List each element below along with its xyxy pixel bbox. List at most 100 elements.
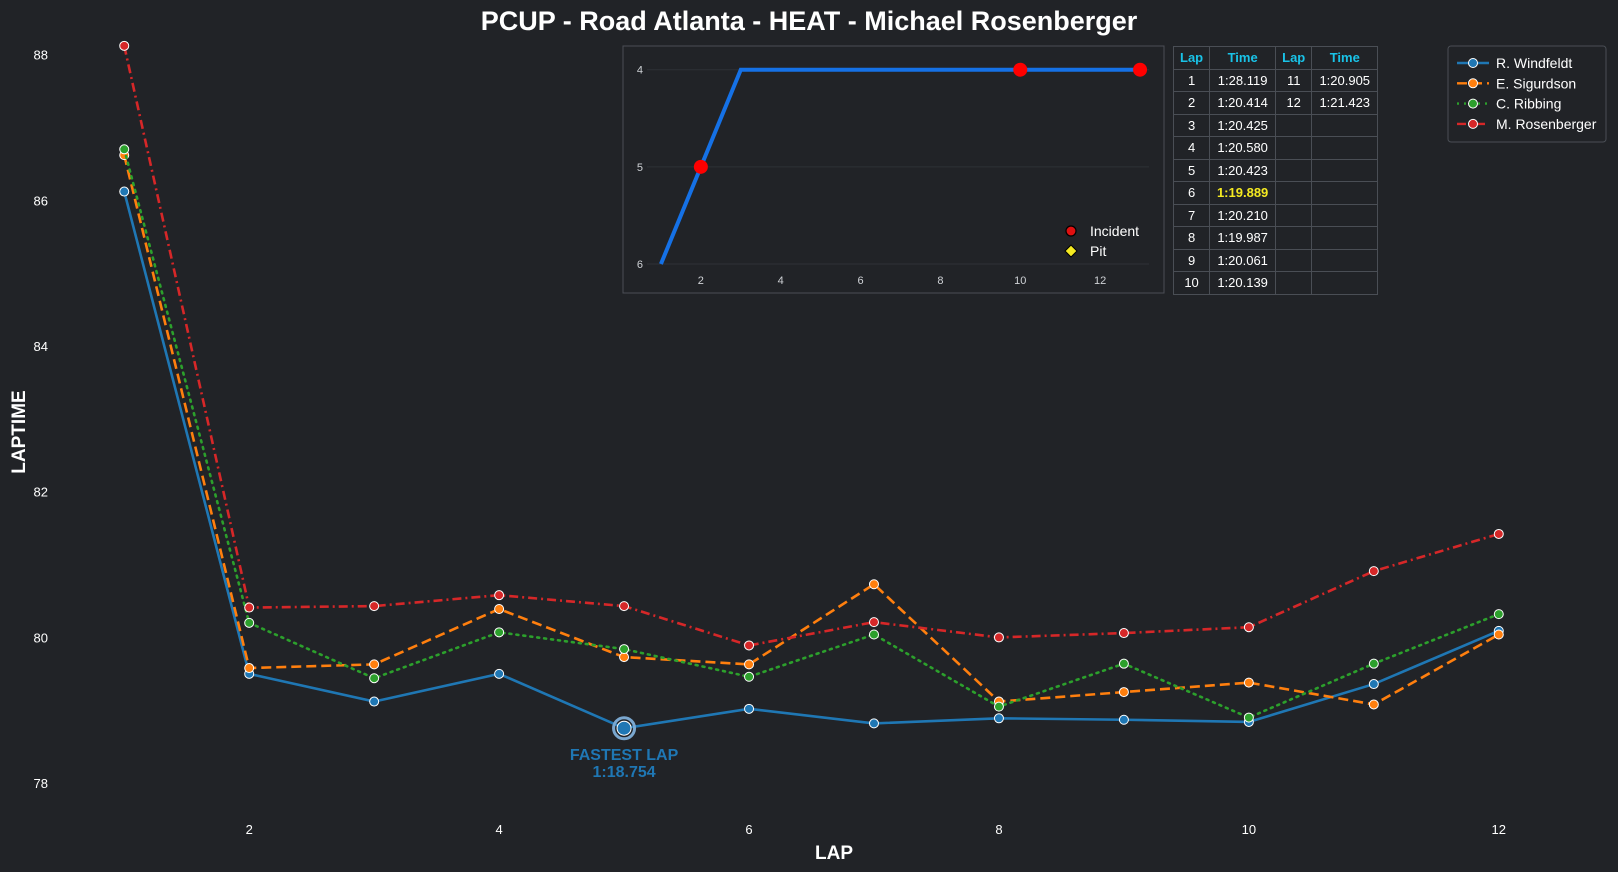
data-point [1118, 628, 1129, 639]
data-point [244, 617, 255, 628]
data-point [369, 601, 380, 612]
data-point [744, 671, 755, 682]
pit-legend-label: Pit [1090, 243, 1106, 259]
series-line-1 [122, 154, 1500, 706]
table-cell: 6 [1172, 181, 1211, 205]
inset-x-tick-label: 4 [778, 275, 784, 287]
table-cell [1275, 271, 1313, 295]
x-tick-label: 6 [745, 822, 752, 837]
data-point [744, 640, 755, 651]
y-tick-label: 80 [34, 630, 48, 645]
data-point [868, 579, 879, 590]
table-cell [1275, 158, 1313, 182]
data-point [494, 627, 505, 638]
incident-legend-label: Incident [1090, 223, 1139, 239]
data-point [1118, 714, 1129, 725]
table-cell: 1:20.139 [1209, 271, 1277, 295]
incident-marker [1013, 62, 1028, 77]
table-cell: 1:20.905 [1311, 68, 1379, 92]
fastest-lap-label: FASTEST LAP [570, 747, 679, 764]
data-point [1493, 528, 1504, 539]
table-cell: 1:20.414 [1209, 91, 1277, 115]
table-header-time: Time [1209, 46, 1277, 70]
incident-marker [1133, 62, 1148, 77]
inset-x-tick-label: 10 [1014, 275, 1026, 287]
table-cell: 2 [1172, 91, 1211, 115]
data-point [119, 40, 130, 51]
table-cell [1311, 113, 1379, 137]
table-row: 9 1:20.061 [1172, 248, 1379, 272]
table-cell: 1:19.889 [1209, 181, 1277, 205]
data-point [369, 659, 380, 670]
data-point [369, 673, 380, 684]
table-cell: 1:28.119 [1209, 68, 1277, 92]
data-point [1368, 658, 1379, 669]
table-header-lap: Lap [1275, 46, 1313, 70]
legend: R. Windfeldt E. Sigurdson C. Ribbing M. Ros… [1447, 45, 1607, 143]
legend-label: R. Windfeldt [1496, 55, 1572, 71]
legend-label: M. Rosenberger [1496, 116, 1597, 132]
inset-y-tick-label: 4 [637, 65, 643, 77]
table-header-lap: Lap [1172, 46, 1211, 70]
data-point [369, 696, 380, 707]
table-row: 1 1:28.119 11 1:20.905 [1172, 68, 1379, 92]
series-line-2 [122, 147, 1501, 719]
legend-marker [1468, 78, 1478, 89]
data-point [494, 668, 505, 679]
table-cell: 8 [1172, 226, 1211, 250]
table-cell: 1:20.425 [1209, 113, 1277, 137]
table-row: 7 1:20.210 [1172, 203, 1379, 227]
table-cell: 4 [1172, 136, 1211, 160]
table-row: 4 1:20.580 [1172, 136, 1379, 160]
data-point [619, 644, 630, 655]
table-cell: 7 [1172, 203, 1211, 227]
x-tick-label: 12 [1492, 822, 1506, 837]
data-point [494, 590, 505, 601]
table-cell [1275, 113, 1313, 137]
table-cell [1275, 226, 1313, 250]
data-point [993, 632, 1004, 643]
table-cell: 5 [1172, 158, 1211, 182]
data-point [1368, 679, 1379, 690]
table-cell [1311, 181, 1379, 205]
table-cell: 1:20.580 [1209, 136, 1277, 160]
legend-label: E. Sigurdson [1496, 75, 1576, 91]
table-cell [1275, 203, 1313, 227]
position-line [659, 67, 1141, 265]
table-cell [1311, 136, 1379, 160]
data-point [244, 602, 255, 613]
table-row: 2 1:20.414 12 1:21.423 [1172, 91, 1379, 115]
data-point [244, 663, 255, 674]
incident-marker [693, 159, 708, 174]
inset-x-tick-label: 2 [698, 275, 704, 287]
x-tick-label: 10 [1242, 822, 1256, 837]
table-row: 5 1:20.423 [1172, 158, 1379, 182]
lap-times-table: Lap Time Lap Time 1 1:28.119 11 1:20.905 2 1:… [1172, 46, 1379, 295]
data-point [744, 703, 755, 714]
data-point [868, 617, 879, 628]
table-cell: 12 [1275, 91, 1313, 115]
table-cell [1275, 181, 1313, 205]
fastest-lap-point [616, 720, 632, 736]
data-point [993, 701, 1004, 712]
table-row: 3 1:20.425 [1172, 113, 1379, 137]
data-point [1243, 712, 1254, 723]
data-point [119, 186, 130, 197]
legend-box [1447, 45, 1607, 143]
inset-x-tick-label: 6 [857, 275, 863, 287]
table-row: 6 1:19.889 [1172, 181, 1379, 205]
data-point [744, 659, 755, 670]
data-point [1493, 609, 1504, 620]
y-tick-label: 78 [34, 776, 48, 791]
table-header-time: Time [1311, 46, 1379, 70]
y-tick-label: 82 [34, 485, 48, 500]
fastest-lap-time: 1:18.754 [592, 764, 655, 781]
position-inset-chart: 4 5 6 2 4 6 8 10 12 Incident Pit [622, 45, 1165, 294]
table-cell: 1 [1172, 68, 1211, 92]
legend-marker [1468, 58, 1478, 68]
data-point [868, 718, 879, 729]
data-point [119, 144, 130, 155]
y-axis-label: LAPTIME [9, 390, 30, 473]
